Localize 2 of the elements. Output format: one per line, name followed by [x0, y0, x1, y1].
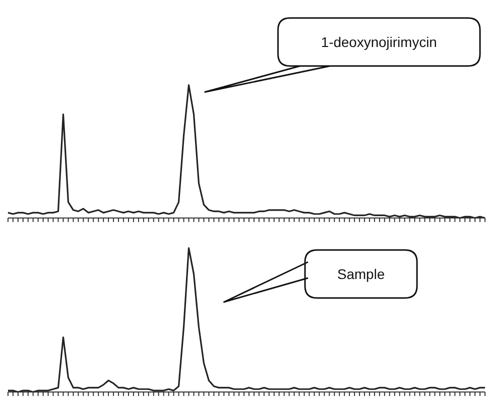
text: 1-deoxynojirimycin: [320, 33, 438, 52]
annotation: Sample: [336, 265, 386, 284]
